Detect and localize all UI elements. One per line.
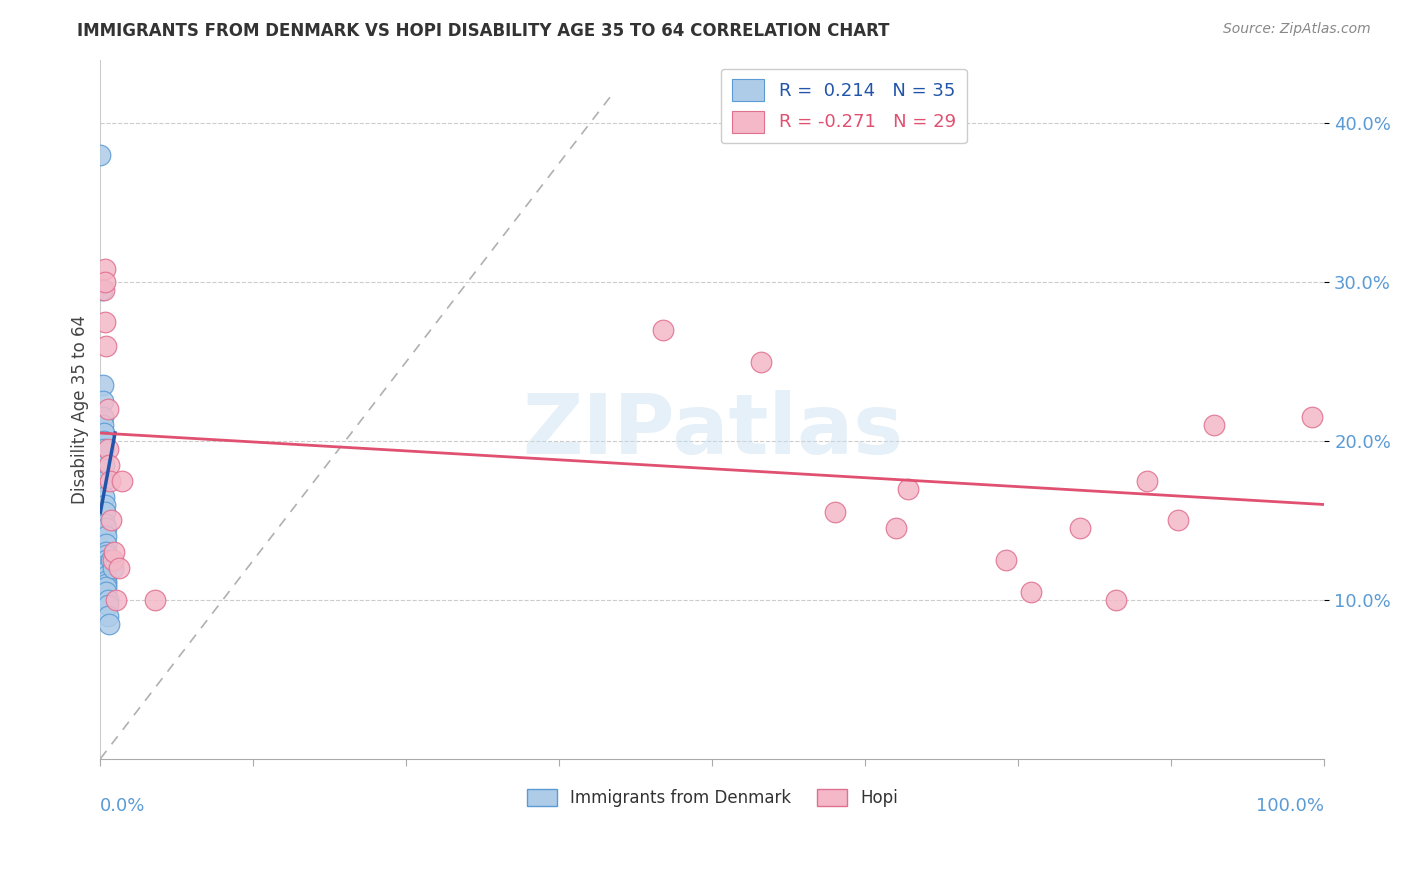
Point xyxy=(97,593,120,607)
Point xyxy=(91,410,114,425)
Point xyxy=(1301,410,1323,425)
Point xyxy=(97,616,120,631)
Point xyxy=(93,442,115,456)
Point xyxy=(93,458,115,472)
Y-axis label: Disability Age 35 to 64: Disability Age 35 to 64 xyxy=(72,315,89,504)
Point xyxy=(101,553,124,567)
Point xyxy=(824,506,846,520)
Point xyxy=(93,490,115,504)
Point xyxy=(94,506,117,520)
Point xyxy=(111,474,134,488)
Point xyxy=(1136,474,1159,488)
Point xyxy=(145,593,167,607)
Point xyxy=(101,561,124,575)
Text: Source: ZipAtlas.com: Source: ZipAtlas.com xyxy=(1223,22,1371,37)
Legend: Immigrants from Denmark, Hopi: Immigrants from Denmark, Hopi xyxy=(520,782,904,814)
Point xyxy=(89,148,111,162)
Point xyxy=(96,580,118,594)
Point xyxy=(94,315,117,329)
Point xyxy=(1204,418,1226,433)
Point xyxy=(96,561,118,575)
Point xyxy=(96,574,118,588)
Point xyxy=(94,516,117,531)
Point xyxy=(90,283,112,297)
Point xyxy=(98,474,121,488)
Point xyxy=(96,545,118,559)
Point xyxy=(96,553,118,567)
Point xyxy=(96,529,118,543)
Point xyxy=(91,394,114,409)
Point xyxy=(96,569,118,583)
Point xyxy=(100,553,122,567)
Point xyxy=(96,564,118,578)
Point xyxy=(100,513,122,527)
Point xyxy=(1069,521,1091,535)
Text: 100.0%: 100.0% xyxy=(1257,797,1324,815)
Point xyxy=(884,521,907,535)
Point xyxy=(96,549,118,563)
Point xyxy=(96,577,118,591)
Text: 0.0%: 0.0% xyxy=(100,797,146,815)
Point xyxy=(96,558,118,572)
Text: IMMIGRANTS FROM DENMARK VS HOPI DISABILITY AGE 35 TO 64 CORRELATION CHART: IMMIGRANTS FROM DENMARK VS HOPI DISABILI… xyxy=(77,22,890,40)
Point xyxy=(97,442,120,456)
Point xyxy=(93,474,115,488)
Point xyxy=(93,425,115,440)
Point xyxy=(94,498,117,512)
Point xyxy=(103,545,125,559)
Point xyxy=(749,354,772,368)
Point xyxy=(93,434,115,448)
Point xyxy=(995,553,1018,567)
Point xyxy=(105,593,128,607)
Point xyxy=(97,598,120,612)
Point xyxy=(97,402,120,417)
Point xyxy=(1105,593,1128,607)
Text: ZIPatlas: ZIPatlas xyxy=(522,390,903,471)
Point xyxy=(94,262,117,277)
Point xyxy=(97,608,120,623)
Point xyxy=(96,338,118,352)
Point xyxy=(96,521,118,535)
Point xyxy=(97,458,120,472)
Point xyxy=(897,482,920,496)
Point xyxy=(91,378,114,392)
Point xyxy=(93,283,115,297)
Point xyxy=(652,323,675,337)
Point xyxy=(94,275,117,289)
Point xyxy=(96,537,118,551)
Point xyxy=(107,561,129,575)
Point xyxy=(91,418,114,433)
Point xyxy=(1019,585,1042,599)
Point xyxy=(1166,513,1188,527)
Point xyxy=(96,585,118,599)
